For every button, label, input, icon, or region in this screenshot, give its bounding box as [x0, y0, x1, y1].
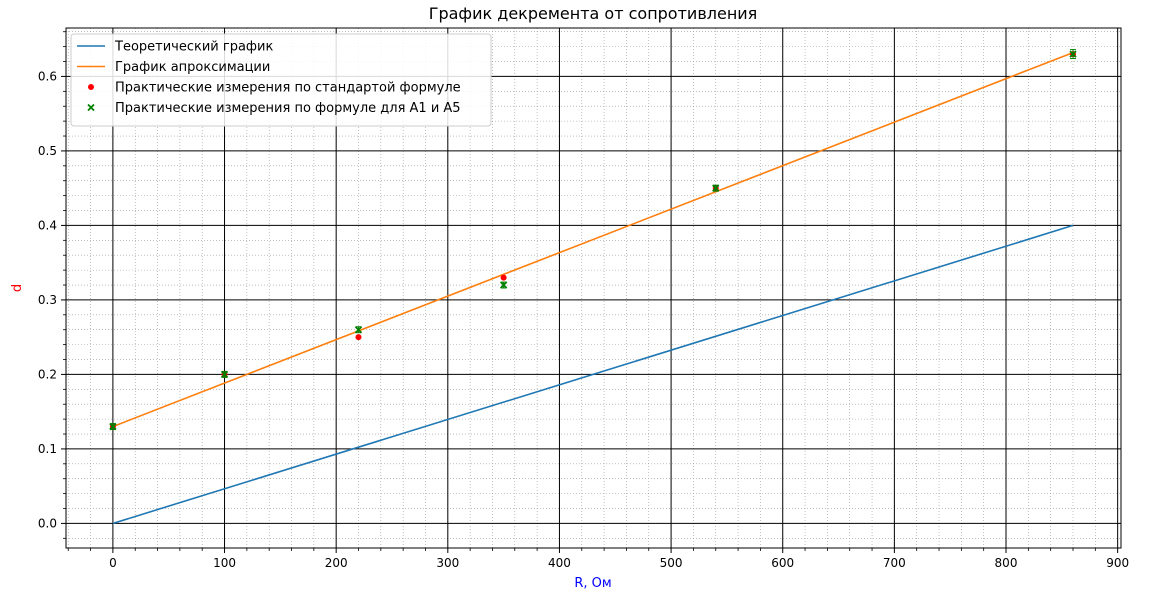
legend-item: График апроксимации [77, 60, 270, 75]
legend-item: Теоретический график [77, 40, 273, 55]
legend-label: График апроксимации [115, 60, 270, 75]
data-point-x [499, 281, 508, 289]
legend-label: Практические измерения по формуле для A1… [115, 101, 461, 116]
series-line [112, 51, 1074, 428]
series-3 [109, 49, 1077, 431]
y-tick-label: 0.0 [38, 516, 57, 530]
x-tick-label: 400 [548, 556, 571, 570]
y-axis-label: d [10, 284, 25, 292]
legend-box [70, 33, 492, 127]
y-tick-label: 0.4 [38, 218, 57, 232]
legend: Теоретический график График апроксимации П… [70, 33, 492, 127]
y-tick-label: 0.2 [38, 367, 57, 381]
chart-title: График декремента от сопротивления [429, 4, 758, 23]
y-tick-label: 0.3 [38, 293, 57, 307]
x-axis-label: R, Ом [574, 576, 611, 591]
legend-label: Теоретический график [114, 40, 273, 55]
x-tick-label: 0 [109, 556, 117, 570]
x-tick-label: 700 [883, 556, 906, 570]
data-point-x [220, 370, 229, 379]
x-tick-label: 200 [325, 556, 348, 570]
x-tick-label: 100 [213, 556, 236, 570]
legend-x-swatch [87, 103, 95, 112]
x-tick-label: 800 [995, 556, 1018, 570]
minor-grid [66, 28, 1121, 548]
data-point-circle [500, 274, 507, 281]
series-0 [112, 224, 1074, 525]
legend-item: Практические измерения по формуле для A1… [87, 101, 461, 116]
x-marker-stroke [109, 422, 117, 431]
data-point-x [354, 326, 363, 334]
x-tick-label: 500 [660, 556, 683, 570]
legend-label: Практические измерения по стандартой фор… [115, 81, 461, 96]
series-line [112, 224, 1074, 525]
series-1 [112, 51, 1074, 428]
x-tick-label: 900 [1106, 556, 1129, 570]
x-tick-label: 600 [771, 556, 794, 570]
data-point-circle [355, 334, 362, 341]
data-point-x [1069, 50, 1077, 58]
data-point-x [109, 422, 117, 431]
y-tick-label: 0.1 [38, 442, 57, 456]
plot-frame [65, 27, 1122, 549]
x-marker-stroke [354, 326, 363, 334]
x-marker-stroke [220, 370, 229, 379]
x-marker-stroke [499, 281, 508, 289]
series-layer [109, 49, 1077, 525]
y-tick-label: 0.5 [38, 144, 57, 158]
x-marker-stroke [1069, 50, 1077, 58]
legend-circle-swatch [88, 84, 94, 90]
legend-item: Практические измерения по стандартой фор… [88, 81, 461, 96]
x-marker-stroke [712, 184, 720, 192]
x-marker-stroke [87, 103, 95, 112]
ticks-layer: 0 100 200 300 400 500 600 700 800 900 0.0 0.1 0.2 0.3… [38, 31, 1129, 570]
data-point-x [712, 184, 720, 192]
x-tick-label: 300 [436, 556, 459, 570]
y-tick-label: 0.6 [38, 69, 57, 83]
